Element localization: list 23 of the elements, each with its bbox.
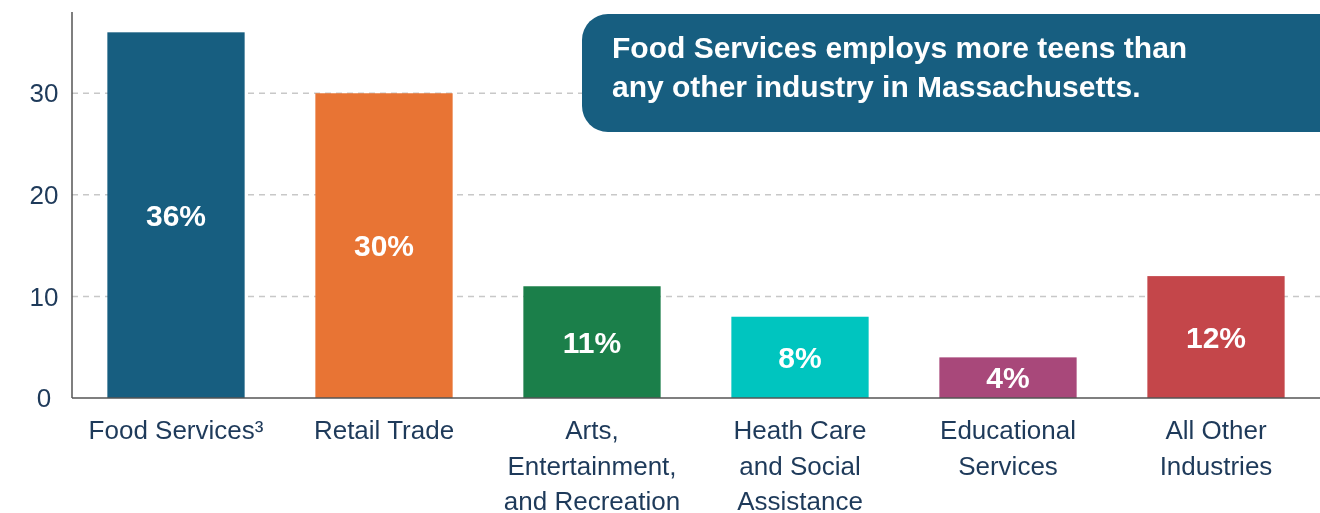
x-tick-label: Heath Care and Social Assistance	[733, 415, 867, 513]
y-tick-label: 10	[29, 281, 59, 312]
data-label: 36%	[145, 198, 207, 232]
bar	[731, 316, 869, 398]
bar	[939, 357, 1077, 398]
data-label: 8%	[778, 340, 822, 374]
x-tick-label: Arts, Entertainment, and Recreation	[503, 415, 681, 513]
annotation: Food Services employs more teens than any other industry in Massachusetts.	[612, 31, 1188, 103]
bar	[107, 32, 245, 398]
data-label: 30%	[353, 229, 415, 263]
bar	[315, 93, 453, 398]
x-tick-label: Educational Services	[940, 415, 1076, 481]
x-tick-label: Food Services³	[88, 415, 264, 445]
bar	[1147, 276, 1285, 398]
x-tick-label: All Other Industries	[1159, 415, 1273, 481]
y-tick-label: 0	[36, 383, 52, 414]
data-label: 11%	[562, 325, 622, 359]
y-tick-label: 30	[29, 78, 59, 109]
x-tick-label: Retail Trade	[313, 415, 455, 445]
bar	[523, 286, 661, 398]
y-tick-label: 20	[29, 179, 59, 210]
data-label: 12%	[1185, 320, 1247, 354]
data-label: 4%	[986, 361, 1030, 395]
